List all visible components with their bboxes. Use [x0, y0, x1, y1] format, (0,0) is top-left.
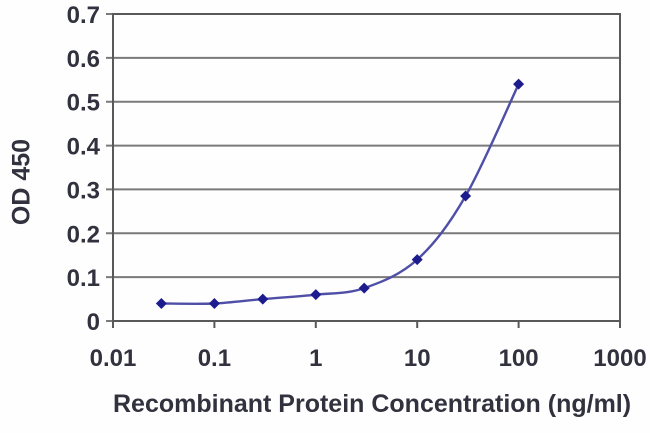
y-tick-label: 0.7: [67, 2, 100, 29]
x-tick-label: 100: [499, 345, 539, 372]
x-tick-label: 0.1: [198, 345, 231, 372]
data-point-marker: [460, 190, 472, 202]
x-tick-label: 10: [404, 345, 431, 372]
data-point-marker: [411, 254, 423, 266]
data-point-marker: [257, 293, 269, 305]
y-tick-label: 0.3: [67, 177, 100, 204]
data-point-marker: [310, 289, 322, 301]
y-tick-label: 0.1: [67, 265, 100, 292]
x-tick-label: 0.01: [90, 345, 137, 372]
data-point-marker: [155, 297, 167, 309]
data-point-marker: [208, 297, 220, 309]
y-axis-title: OD 450: [7, 138, 36, 226]
y-tick-label: 0: [87, 309, 100, 336]
x-tick-label: 1000: [593, 345, 646, 372]
y-tick-label: 0.2: [67, 221, 100, 248]
data-point-marker: [358, 282, 370, 294]
x-tick-label: 1: [309, 345, 322, 372]
data-point-marker: [513, 78, 525, 90]
plot-border: [112, 13, 621, 322]
y-tick-label: 0.4: [67, 134, 101, 161]
y-tick-label: 0.6: [67, 46, 100, 73]
series-line: [160, 83, 520, 306]
x-axis-title: Recombinant Protein Concentration (ng/ml…: [113, 390, 632, 418]
y-tick-label: 0.5: [67, 90, 100, 117]
